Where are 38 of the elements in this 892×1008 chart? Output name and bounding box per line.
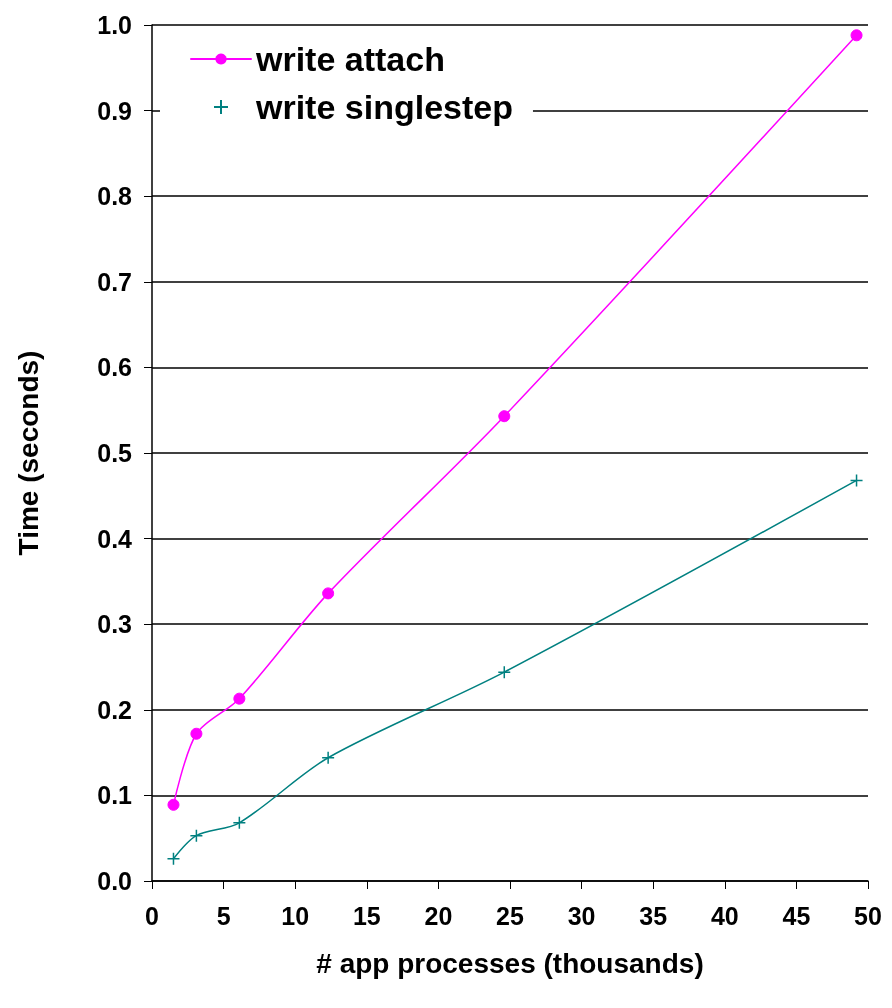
y-tick-label: 1.0 (97, 11, 132, 39)
x-tick-label: 35 (639, 901, 668, 930)
x-axis-title: # app processes (thousands) (316, 947, 704, 979)
x-tick-label: 5 (216, 901, 231, 930)
x-tick-label: 20 (424, 901, 453, 930)
y-tick-label: 0.8 (97, 182, 133, 211)
point (167, 798, 180, 811)
point (849, 473, 864, 488)
y-tick-label: 0.5 (97, 439, 133, 467)
point (189, 828, 204, 843)
x-tick-label: 25 (496, 901, 524, 930)
y-tick-label: 0.6 (97, 353, 132, 382)
y-tick-label: 0.2 (97, 695, 132, 724)
legend-label: write singlestep (255, 88, 513, 126)
point (190, 727, 203, 740)
y-tick-label: 0.3 (97, 610, 132, 639)
x-tick-label: 40 (710, 901, 739, 930)
y-tick-label: 0.4 (97, 524, 133, 553)
y-tick-label: 0.0 (97, 867, 132, 895)
y-axis-title: Time (seconds) (12, 350, 44, 556)
point (498, 410, 511, 423)
point (322, 587, 335, 600)
y-tick-label: 0.1 (97, 781, 133, 810)
x-tick-label: 30 (567, 901, 596, 930)
y-tick-label: 0.9 (97, 96, 132, 125)
legend-label: write attach (255, 40, 445, 78)
y-tick-label: 0.7 (97, 267, 132, 296)
point (321, 750, 335, 765)
point (850, 29, 863, 42)
point (166, 851, 181, 866)
x-tick-label: 45 (782, 901, 811, 930)
x-tick-label: 50 (854, 901, 882, 930)
point (232, 816, 247, 830)
x-tick-label: 0 (145, 901, 159, 930)
x-tick-label: 15 (352, 901, 381, 930)
point (497, 665, 512, 679)
x-tick-label: 10 (281, 901, 310, 930)
point (233, 692, 246, 705)
